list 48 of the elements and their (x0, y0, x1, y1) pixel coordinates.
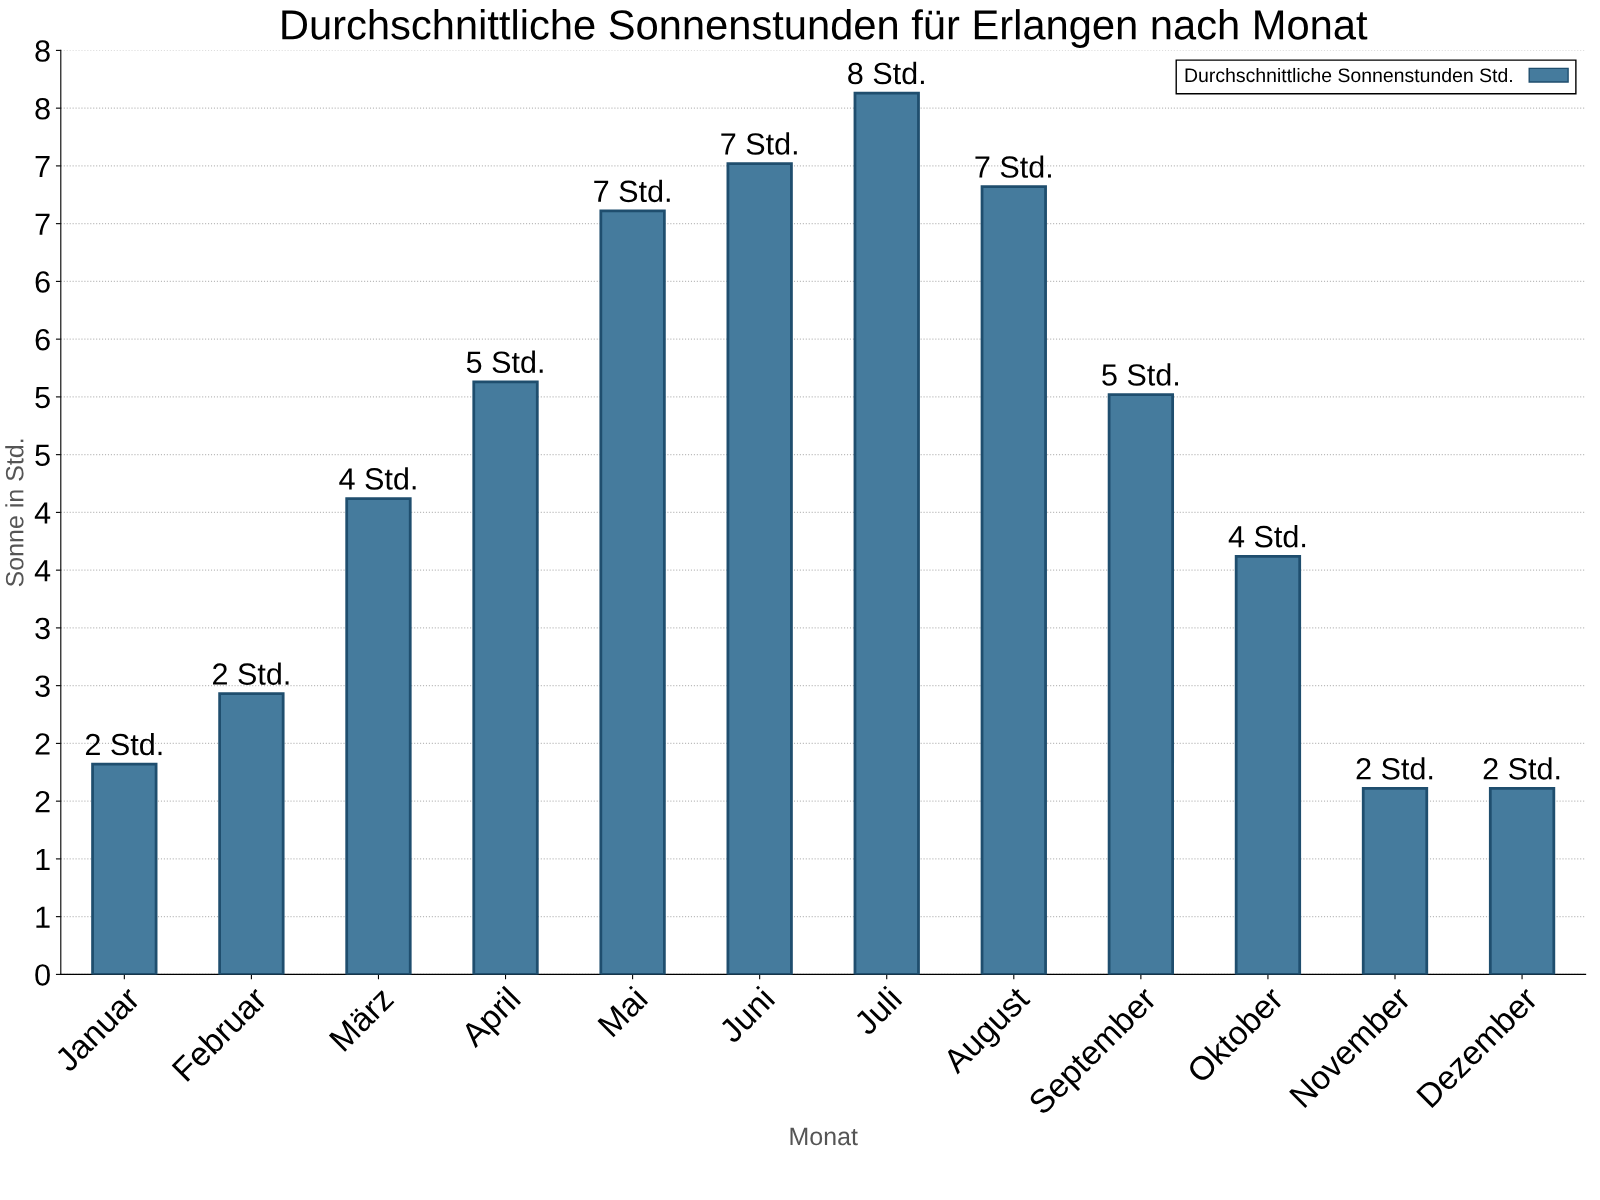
y-tick-label: 6 (35, 271, 50, 293)
y-tick-label: 4 (34, 502, 51, 524)
bar (345, 497, 412, 975)
bar (472, 380, 539, 975)
y-axis-title: Sonne in Std. (5, 439, 24, 587)
y-tick-label: 1 (36, 906, 50, 928)
y-tick-label: 7 (35, 155, 50, 177)
y-tick-label: 5 (35, 444, 50, 467)
y-tick-label: 2 (35, 733, 50, 755)
bar (599, 209, 666, 975)
data-label: 4 Std. (339, 467, 416, 490)
data-label: 2 Std. (85, 732, 162, 756)
bar (853, 91, 920, 975)
x-axis-title: Monat (790, 1127, 858, 1146)
y-tick-label: 5 (35, 386, 50, 409)
data-label: 5 Std. (1102, 363, 1178, 386)
data-label: 7 Std. (594, 179, 670, 203)
x-tick-label: Juli (851, 985, 903, 1037)
data-label: 7 Std. (721, 132, 797, 155)
y-tick-label: 4 (34, 560, 51, 582)
y-tick-label: 7 (35, 213, 50, 235)
x-tick-label: Mai (596, 985, 649, 1038)
legend-label: Durchschnittliche Sonnenstunden Std. (1185, 67, 1512, 83)
bar (91, 762, 158, 975)
y-tick-label: 1 (36, 848, 50, 870)
bar (1361, 787, 1429, 975)
bar (980, 185, 1047, 975)
data-label: 8 Std. (848, 61, 924, 85)
x-tick-label: Juni (716, 985, 776, 1045)
data-label: 2 Std. (213, 662, 289, 685)
y-tick-label: 3 (35, 617, 50, 640)
data-label: 2 Std. (1356, 757, 1433, 780)
chart-title: Durchschnittliche Sonnenstunden für Erlangen nach Monat (282, 9, 1368, 48)
y-tick-label: 2 (35, 790, 50, 813)
y-tick-label: 0 (35, 964, 50, 986)
bar (218, 692, 285, 975)
data-label: 5 Std. (466, 350, 543, 374)
data-label: 2 Std. (1483, 757, 1560, 780)
y-tick-label: 6 (35, 328, 50, 351)
bar (1234, 554, 1302, 975)
y-tick-label: 8 (35, 97, 50, 120)
bar (726, 162, 793, 975)
data-label: 4 Std. (1228, 525, 1306, 548)
y-tick-label: 8 (35, 40, 50, 62)
data-label: 7 Std. (975, 155, 1051, 178)
bar (1488, 787, 1556, 975)
bar (1107, 393, 1175, 975)
y-tick-label: 3 (35, 675, 50, 698)
